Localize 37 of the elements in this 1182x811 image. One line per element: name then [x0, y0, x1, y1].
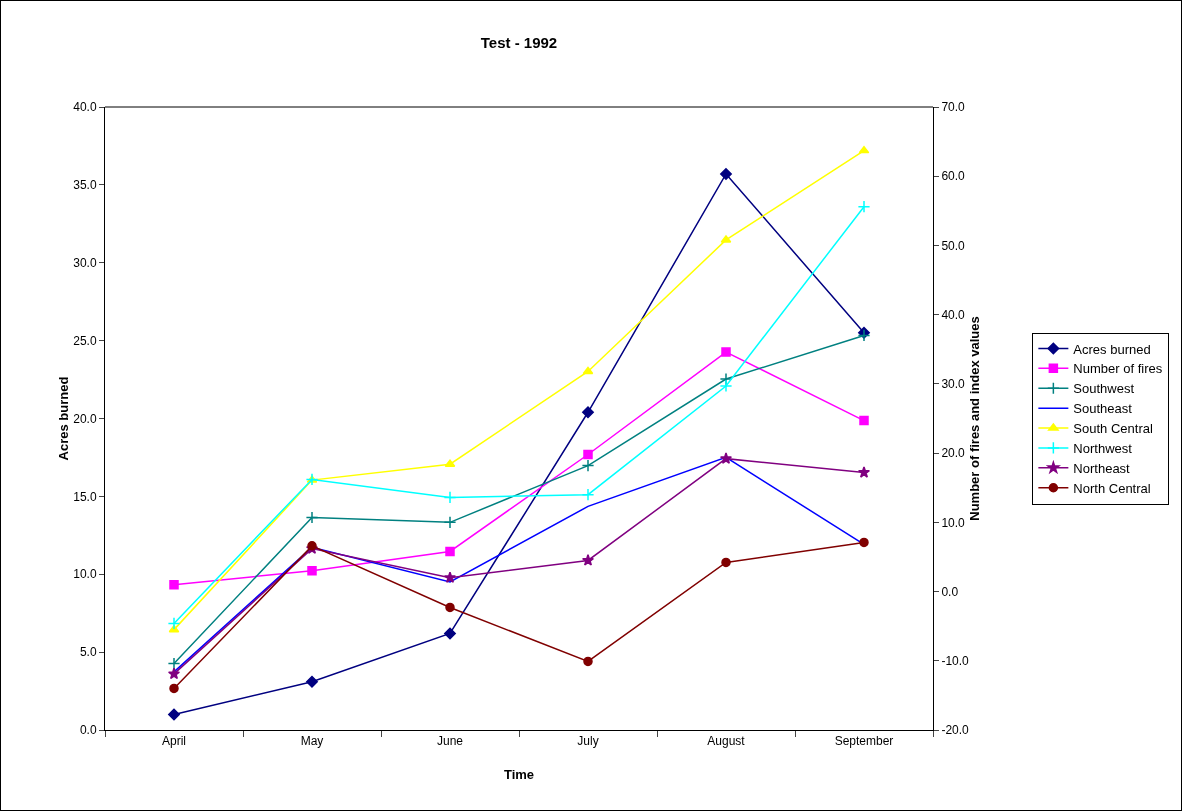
legend-label: Northwest: [1073, 441, 1133, 457]
y2-tick-label: 40.0: [941, 307, 966, 322]
x-tick-label: June: [436, 734, 464, 749]
y2-axis-title: Number of fires and index values: [967, 316, 983, 521]
y-tick-label: 5.0: [79, 645, 97, 660]
y-axis-title: Acres burned: [56, 376, 72, 461]
y-tick-label: 40.0: [73, 100, 97, 115]
y2-tick-label: 20.0: [941, 446, 966, 461]
x-tick-label: September: [834, 734, 894, 749]
y-tick-label: 10.0: [73, 567, 97, 582]
y2-tick-label: 0.0: [941, 584, 959, 599]
legend-label: Southwest: [1073, 381, 1135, 397]
legend-label: Southeast: [1073, 401, 1133, 417]
y-tick-label: 0.0: [79, 723, 97, 738]
y-tick-label: 20.0: [73, 411, 97, 426]
y2-tick-label: 30.0: [941, 377, 966, 392]
y-tick-label: 15.0: [73, 489, 97, 504]
chart-title: Test - 1992: [480, 33, 558, 51]
legend-label: Acres burned: [1073, 341, 1151, 357]
y2-tick-label: 10.0: [941, 515, 966, 530]
y-tick-label: 25.0: [73, 333, 97, 348]
x-axis-title: Time: [503, 767, 535, 782]
legend-label: Number of fires: [1073, 361, 1163, 377]
y2-tick-label: 70.0: [941, 100, 966, 115]
y2-tick-label: 60.0: [941, 169, 966, 184]
y2-tick-label: 50.0: [941, 238, 966, 253]
y-tick-label: 30.0: [73, 255, 97, 270]
x-tick-label: August: [707, 734, 746, 749]
legend-label: Northeast: [1073, 460, 1131, 476]
x-tick-label: July: [577, 734, 599, 749]
y2-tick-label: -10.0: [941, 653, 970, 668]
legend-label: North Central: [1073, 480, 1151, 496]
x-tick-label: April: [161, 734, 187, 749]
y-tick-label: 35.0: [73, 178, 97, 193]
y2-tick-label: -20.0: [941, 723, 970, 738]
legend-label: South Central: [1073, 421, 1153, 437]
x-tick-label: May: [300, 734, 324, 749]
